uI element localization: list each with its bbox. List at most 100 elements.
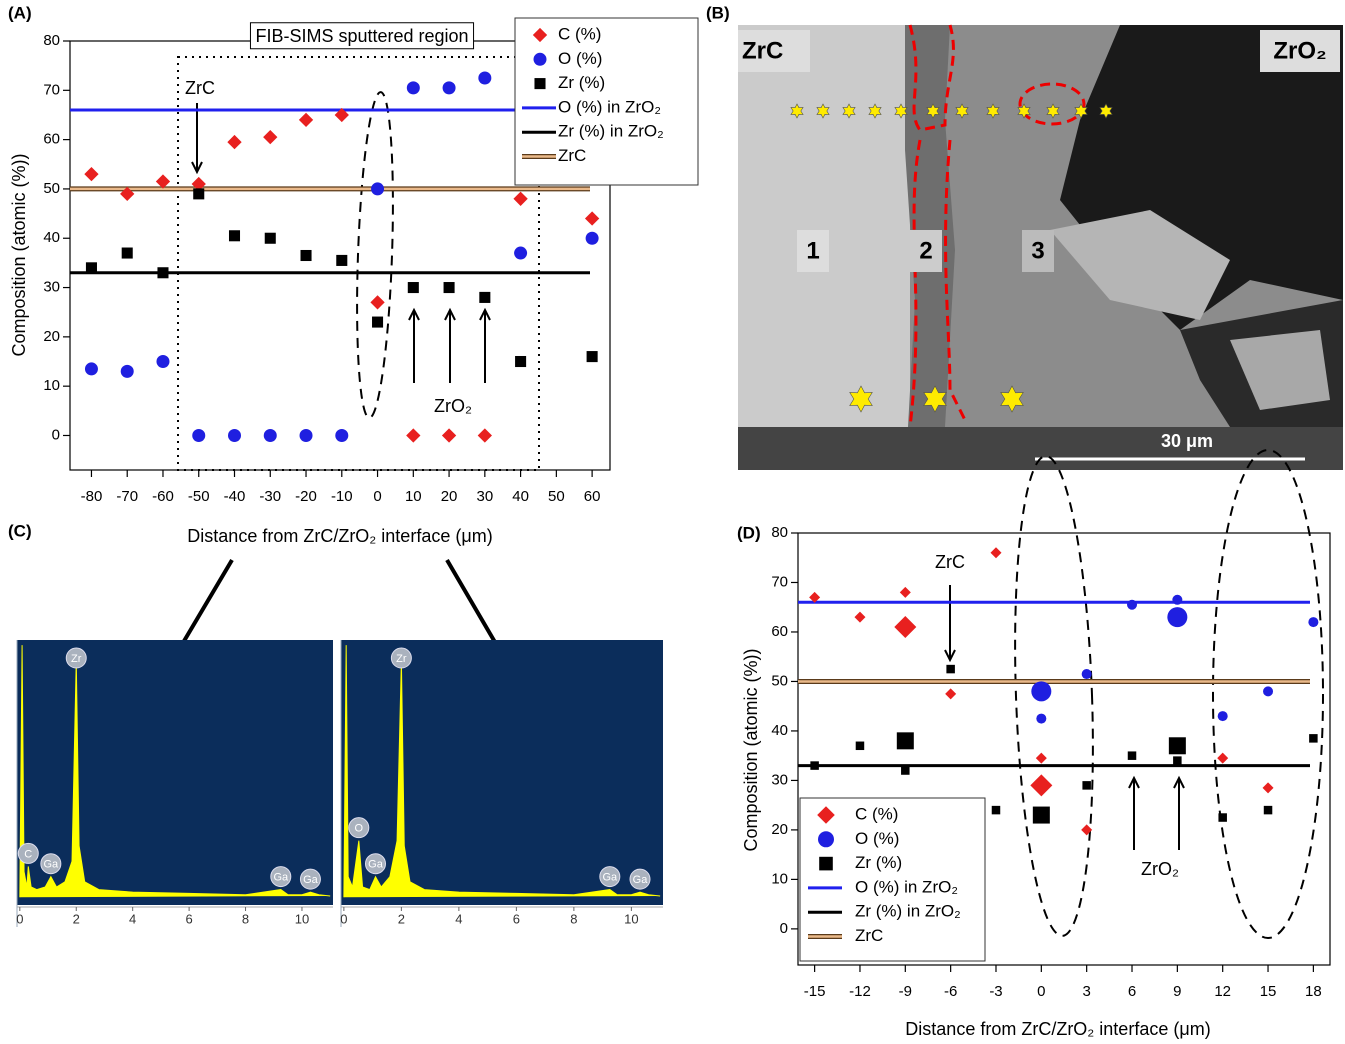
- y-tick-label: 0: [780, 920, 788, 937]
- legend-label: O (%): [558, 49, 602, 68]
- annotation-box: [249, 22, 475, 50]
- x-tick-label: 18: [1305, 983, 1322, 1000]
- ellipse: [1014, 455, 1094, 937]
- star: [868, 103, 882, 119]
- region-label: 3: [1031, 237, 1044, 264]
- point: [334, 107, 349, 123]
- scale-label: 30 μm: [1161, 431, 1213, 451]
- x-tick-label: 8: [570, 911, 577, 926]
- legend-label: Zr (%): [855, 853, 902, 872]
- legend-label: C (%): [855, 804, 898, 823]
- x-tick-label: -15: [804, 983, 826, 1000]
- point: [120, 364, 134, 378]
- y-tick-label: 60: [43, 131, 60, 148]
- point: [945, 688, 957, 700]
- point: [156, 355, 170, 369]
- peak-label: Ga: [602, 871, 618, 883]
- peak-label: Zr: [396, 653, 407, 665]
- arrow: [1128, 775, 1185, 850]
- x-tick-label: 0: [1037, 983, 1045, 1000]
- plot-frame: [797, 532, 1331, 966]
- star: [849, 385, 873, 413]
- arrow: [944, 585, 956, 663]
- point: [991, 805, 1001, 815]
- x-tick-label: 10: [405, 488, 422, 505]
- x-tick-label: 15: [1260, 983, 1277, 1000]
- y-tick-label: 30: [43, 279, 60, 296]
- point: [1030, 774, 1053, 797]
- point: [406, 428, 421, 443]
- point: [442, 81, 456, 95]
- point: [1031, 681, 1052, 702]
- point: [854, 611, 866, 623]
- x-tick-label: -30: [259, 488, 281, 505]
- point: [372, 316, 384, 328]
- star: [1099, 103, 1113, 119]
- point: [810, 761, 819, 770]
- spectrum-bg: [341, 640, 663, 905]
- point: [1263, 686, 1274, 697]
- region-label: 1: [806, 237, 819, 264]
- x-tick-label: -70: [116, 488, 138, 505]
- point: [1263, 805, 1273, 815]
- star: [816, 103, 830, 119]
- x-tick-label: 60: [584, 488, 601, 505]
- phase-label: ZrC: [742, 37, 783, 64]
- sputtered-region: [177, 56, 540, 471]
- label-bg: [738, 30, 810, 72]
- star: [923, 385, 947, 413]
- grain: [1230, 330, 1330, 410]
- star: [842, 103, 856, 119]
- star: [894, 103, 908, 119]
- y-tick-label: 20: [771, 821, 788, 838]
- x-tick-label: 0: [16, 911, 23, 926]
- legend-label: C (%): [558, 24, 601, 43]
- y-tick-label: 0: [52, 426, 60, 443]
- x-axis-label: Distance from ZrC/ZrO₂ interface (μm): [187, 526, 492, 546]
- x-tick-label: -10: [331, 488, 353, 505]
- y-tick-label: 40: [43, 229, 60, 246]
- panel-label: (A): [8, 3, 32, 22]
- panel-label: (B): [706, 3, 730, 22]
- peak-label: Ga: [44, 859, 60, 871]
- point: [228, 230, 241, 242]
- point: [1262, 782, 1274, 794]
- outline: [908, 139, 967, 428]
- y-tick-label: 80: [43, 32, 60, 49]
- star: [955, 103, 969, 119]
- region-label: 2: [919, 237, 932, 264]
- point: [336, 254, 348, 266]
- point: [514, 246, 528, 260]
- point: [85, 262, 97, 274]
- point: [191, 176, 206, 192]
- point: [155, 174, 171, 189]
- peak-marker: [629, 868, 651, 890]
- point: [1082, 781, 1091, 790]
- point: [227, 134, 242, 150]
- ellipse: [356, 91, 394, 419]
- point: [513, 191, 528, 206]
- y-tick-label: 30: [771, 771, 788, 788]
- x-tick-label: 40: [512, 488, 529, 505]
- point: [1167, 607, 1188, 628]
- peak-marker: [365, 853, 386, 875]
- star: [926, 103, 940, 119]
- legend-box: [799, 797, 986, 962]
- y-tick-label: 10: [771, 870, 788, 887]
- point: [584, 211, 600, 226]
- y-axis-label: Composition (atomic (%)): [741, 648, 761, 851]
- y-tick-label: 70: [771, 573, 788, 590]
- y-tick-label: 10: [43, 377, 60, 394]
- point: [901, 766, 910, 775]
- point: [1081, 669, 1092, 680]
- annotation: ZrC: [185, 78, 215, 98]
- star: [1017, 103, 1031, 119]
- legend-label: O (%) in ZrO₂: [558, 97, 661, 116]
- legend-label: O (%) in ZrO₂: [855, 877, 958, 896]
- spectrum: [343, 645, 661, 898]
- point: [1308, 617, 1319, 628]
- legend-marker: [817, 806, 835, 824]
- point: [478, 71, 492, 85]
- label-bg: [1022, 230, 1054, 272]
- peak-label: C: [24, 848, 32, 860]
